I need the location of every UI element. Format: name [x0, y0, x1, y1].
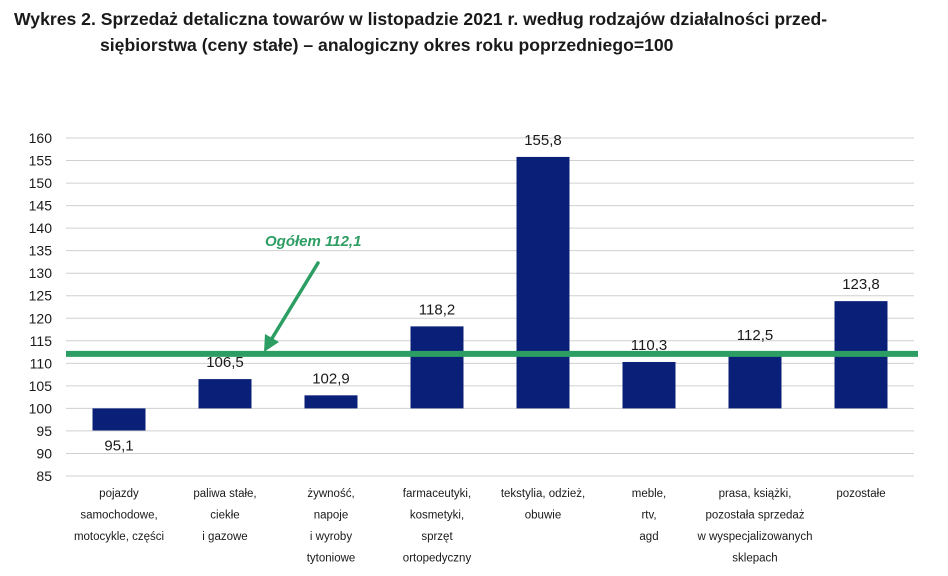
chart-title: Wykres 2. Sprzedaż detaliczna towarów w …: [0, 0, 948, 80]
data-label: 102,9: [312, 370, 350, 387]
data-label: 155,8: [524, 132, 562, 149]
data-label: 106,5: [206, 354, 244, 371]
annotation-arrowhead: [264, 334, 279, 352]
x-category-label: ciekłe: [210, 510, 239, 522]
data-label: 95,1: [104, 437, 133, 454]
x-category-label: ortopedyczny: [403, 553, 472, 565]
annotation-arrow: [269, 261, 320, 342]
y-tick-label: 120: [29, 310, 53, 326]
y-tick-label: 160: [29, 130, 53, 146]
x-category-label: tekstylia, odzież,: [501, 488, 585, 500]
data-label: 118,2: [419, 301, 455, 318]
y-tick-label: 140: [29, 220, 53, 236]
chart-title-line-1: Wykres 2. Sprzedaż detaliczna towarów w …: [14, 9, 828, 29]
bar: [92, 408, 146, 431]
x-category-label: i gazowe: [202, 531, 247, 543]
x-category-label: meble,: [632, 488, 667, 500]
x-category-label: farmaceutyki,: [403, 488, 471, 500]
data-label: 110,3: [631, 337, 667, 354]
x-category-label: samochodowe,: [80, 510, 157, 522]
chart-title-line-2: siębiorstwa (ceny stałe) – analogiczny o…: [100, 35, 674, 55]
y-tick-label: 150: [29, 175, 53, 191]
y-tick-label: 90: [36, 445, 52, 461]
bar: [198, 379, 252, 409]
x-category-label: żywność,: [307, 488, 354, 500]
x-category-label: sklepach: [732, 553, 777, 565]
x-category-label: i wyroby: [310, 531, 352, 543]
bar: [410, 326, 464, 409]
x-category-label: pozostałe: [836, 488, 885, 500]
y-tick-label: 105: [29, 378, 53, 394]
bar: [516, 156, 570, 409]
bar: [622, 361, 676, 409]
y-tick-label: 85: [36, 468, 52, 484]
x-category-label: rtv,: [641, 510, 656, 522]
x-category-label: pojazdy: [99, 488, 139, 500]
y-tick-label: 155: [29, 153, 53, 169]
y-tick-label: 135: [29, 243, 53, 259]
x-category-label: tytoniowe: [307, 553, 356, 565]
x-category-label: pozostała sprzedaż: [705, 510, 804, 522]
y-tick-label: 145: [29, 198, 53, 214]
x-category-label: sprzęt: [421, 531, 453, 543]
y-tick-label: 125: [29, 288, 53, 304]
y-tick-label: 110: [30, 355, 53, 371]
x-category-label: kosmetyki,: [410, 510, 464, 522]
x-category-label: paliwa stałe,: [193, 488, 256, 500]
y-tick-label: 95: [36, 423, 52, 439]
data-label: 123,8: [842, 276, 880, 293]
y-tick-label: 115: [30, 333, 53, 349]
x-category-label: w wyspecjalizowanych: [696, 531, 812, 543]
x-category-label: prasa, książki,: [719, 488, 792, 500]
bar: [304, 395, 358, 409]
x-category-label: agd: [639, 531, 658, 543]
reference-line-label: Ogółem 112,1: [265, 233, 361, 250]
bar: [728, 352, 782, 409]
data-label: 112,5: [737, 327, 773, 344]
y-tick-label: 130: [29, 265, 53, 281]
x-category-label: motocykle, części: [74, 531, 164, 543]
y-tick-label: 100: [29, 400, 53, 416]
x-category-label: napoje: [314, 510, 349, 522]
x-category-label: obuwie: [525, 510, 561, 522]
